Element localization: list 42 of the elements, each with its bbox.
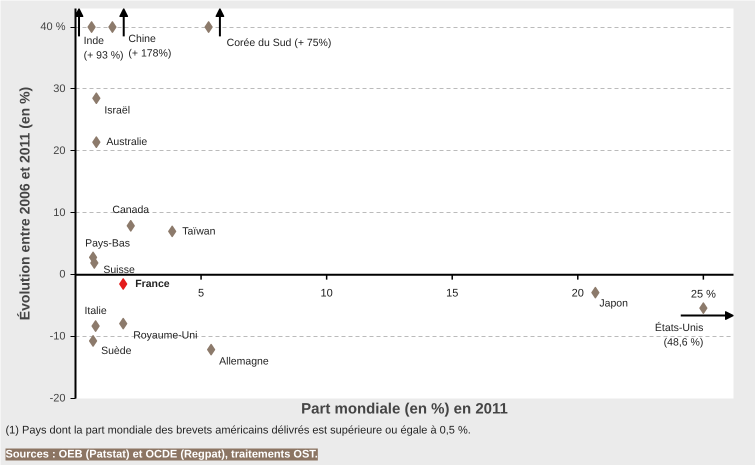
point bbox=[204, 21, 213, 34]
x-tick-label: 10 bbox=[320, 287, 333, 300]
point bbox=[88, 334, 98, 347]
annotation: Italie bbox=[84, 305, 107, 318]
annotation: Inde (+ 93 %) bbox=[84, 35, 124, 62]
x-tick-label: 15 bbox=[446, 287, 458, 300]
x-axis-title: Part mondiale (en %) en 2011 bbox=[301, 400, 508, 418]
annotation: Suède bbox=[101, 344, 132, 357]
y-tick-label: 20 bbox=[53, 144, 66, 157]
y-tick-label: -20 bbox=[50, 392, 66, 404]
x-tick-label: 25 % bbox=[690, 288, 716, 300]
annotation: Australie bbox=[106, 136, 148, 148]
y-tick-label: 30 bbox=[53, 82, 66, 95]
x-tick-label: 5 bbox=[198, 287, 204, 300]
point bbox=[206, 344, 216, 356]
source-note: Sources : OEB (Patstat) et OCDE (Regpat), traitements OST. bbox=[6, 448, 318, 460]
point bbox=[92, 136, 101, 148]
annotation: États-Unis (48,6 %) bbox=[654, 321, 704, 349]
x-tick-label: 20 bbox=[572, 287, 584, 300]
point bbox=[92, 92, 101, 104]
annotation: Suisse bbox=[103, 264, 136, 276]
annotation: France bbox=[135, 278, 170, 290]
annotation: Chine (+ 178%) bbox=[128, 33, 172, 60]
annotation: Israël bbox=[104, 104, 130, 116]
text: (1) Pays dont la part mondiale des brevets américains délivrés est supérieure ou égale à 0,5 %. bbox=[6, 424, 471, 436]
annotation: Japon bbox=[599, 298, 628, 310]
annotation: Royaume-Uni bbox=[133, 330, 198, 342]
annotation: Pays-Bas bbox=[85, 237, 130, 250]
y-axis-title: Évolution entre 2006 et 2011 (en %) bbox=[16, 86, 32, 320]
y-tick-label: 0 bbox=[59, 268, 66, 281]
annotation: Corée du Sud (+ 75%) bbox=[226, 37, 332, 50]
annotation: Allemagne bbox=[219, 356, 269, 368]
point bbox=[699, 302, 708, 314]
annotation: Taïwan bbox=[182, 225, 216, 238]
y-tick-label: -10 bbox=[50, 330, 66, 343]
point bbox=[108, 21, 117, 34]
y-tick-label: 10 bbox=[53, 206, 66, 219]
annotation: Canada bbox=[112, 204, 150, 216]
point bbox=[591, 286, 600, 299]
point bbox=[91, 320, 100, 332]
y-tick-label: 40 % bbox=[40, 21, 66, 34]
point bbox=[87, 21, 96, 34]
